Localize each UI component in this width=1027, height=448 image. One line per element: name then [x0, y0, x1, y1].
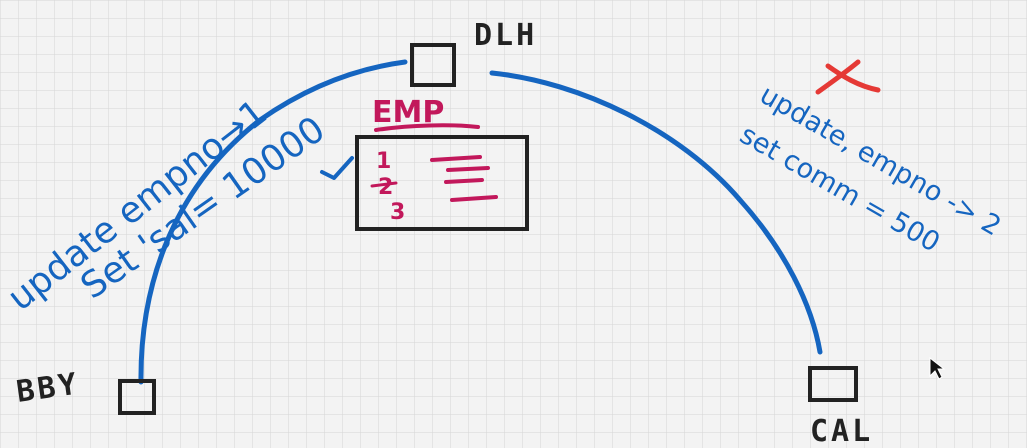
mouse-pointer-icon [929, 356, 946, 380]
emp-row-2-underline [370, 181, 398, 188]
bby-node-box [118, 379, 156, 415]
emp-row-3-id: 3 [390, 200, 405, 225]
red-x-mark-icon [815, 59, 881, 95]
bby-dlh-link [138, 59, 408, 385]
cal-node-label: CAL [810, 414, 873, 448]
emp-title-underline [374, 123, 480, 132]
dlh-node-box [410, 43, 456, 87]
emp-row-2-data [444, 178, 484, 184]
dlh-node-label: DLH [474, 18, 537, 53]
bby-node-label: BBY [14, 366, 81, 409]
emp-row-2-id: 2 [378, 175, 393, 200]
dlh-cal-link [489, 70, 823, 355]
cal-node-box [808, 366, 858, 402]
blue-check-mark-icon [320, 156, 354, 180]
emp-row-1-data-2 [446, 166, 490, 172]
emp-row-1-id: 1 [376, 149, 391, 174]
emp-row-1-data [430, 155, 482, 162]
emp-table-box [355, 135, 529, 231]
emp-row-3-data [450, 195, 498, 202]
